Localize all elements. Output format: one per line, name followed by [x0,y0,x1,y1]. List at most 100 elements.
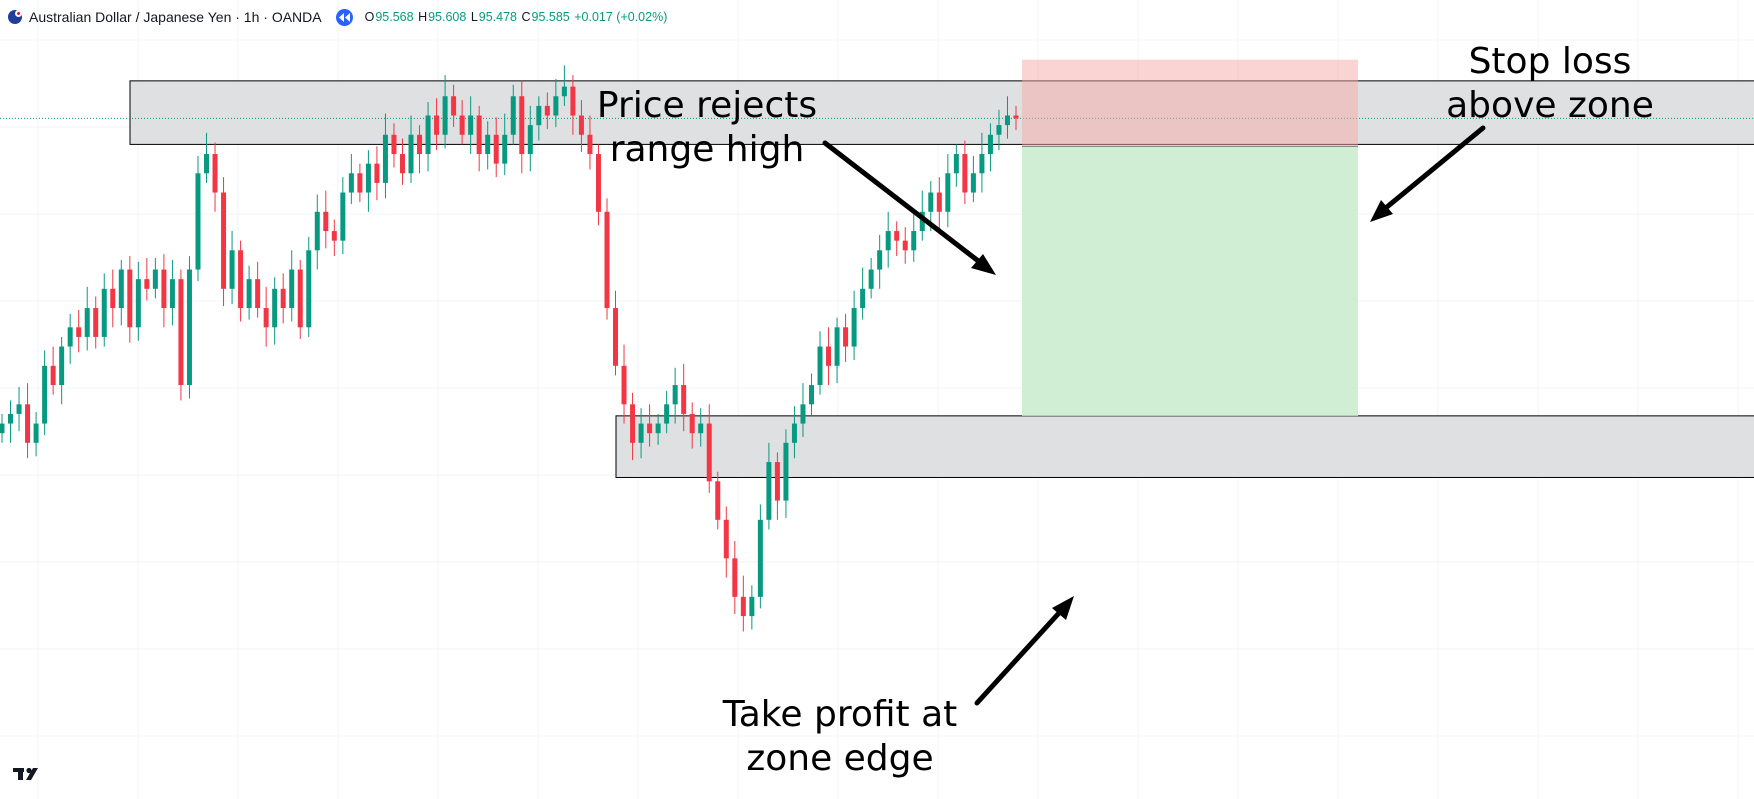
tradingview-logo-icon[interactable] [13,766,43,782]
candle-body [519,96,525,155]
candle-body [84,308,90,337]
annotation-labels: Price rejects range high Stop loss above… [597,41,1654,779]
candle-body [169,279,175,309]
candle-body [527,125,533,155]
change-value: +0.017 (+0.02%) [574,10,668,24]
close-value: 95.585 [531,10,570,24]
candle-body [186,269,192,386]
candle-body [314,211,320,251]
ohlc-values: O95.568 H95.608 L95.478 C95.585 +0.017 (… [365,10,669,24]
support-zone[interactable] [615,415,1754,478]
candle-body [655,423,661,434]
close-label: C [521,10,531,24]
candle-body [135,279,141,328]
candle-body [664,404,670,424]
candle-body [204,154,210,174]
candle-body [791,423,797,443]
candle-body [365,163,371,193]
candle-body [970,173,976,193]
arrowhead-stop-loss [1370,200,1393,222]
candle-body [67,327,73,347]
open-value: 95.568 [375,10,414,24]
candle-body [877,250,883,270]
arrowhead-take-profit [1052,596,1074,620]
candle-body [289,269,295,309]
candle-body [928,192,934,212]
arrow-stop-loss [1373,125,1486,219]
candle-body [417,134,423,155]
candle-body [757,519,763,597]
take-profit-zone[interactable] [1022,146,1358,416]
candle-body [553,96,559,116]
candlestick-series [0,65,1019,632]
label-stop-loss-line2: above zone [1446,85,1654,126]
candle-body [766,462,772,520]
candle-body [621,365,627,405]
candle-body [272,288,278,328]
candle-body [50,365,56,386]
candle-body [783,442,789,501]
candle-body [911,231,917,251]
candle-body [0,423,5,434]
label-stop-loss-line1: Stop loss [1469,41,1632,82]
arrow-take-profit [974,599,1072,706]
low-value: 95.478 [478,10,517,24]
candle-body [868,269,874,289]
candle-body [561,86,567,97]
candle-body [323,211,329,232]
candle-body [647,423,653,434]
candle-body [93,308,99,337]
candle-body [851,308,857,347]
candle-body [826,346,832,366]
arrowhead-price-rejects [971,254,996,275]
candle-body [843,327,849,347]
candle-body [681,385,687,414]
candle-body [195,173,201,270]
label-take-profit-line1: Take profit at [722,694,958,735]
candle-body [774,462,780,501]
candle-body [953,154,959,174]
candle-body [493,134,499,164]
stop-loss-zone[interactable] [1022,59,1358,147]
candle-body [587,134,593,155]
candle-body [936,192,942,212]
candle-body [630,404,636,443]
candle-body [459,115,465,135]
candle-body [638,423,644,443]
candle-body [468,115,474,135]
candle-body [238,250,244,309]
candle-body [817,346,823,386]
candle-body [476,115,482,155]
candle-body [246,279,252,309]
candle-body [408,134,414,174]
candle-body [962,154,968,193]
candle-body [919,211,925,232]
high-value: 95.608 [428,10,467,24]
candle-body [144,279,150,289]
symbol-title[interactable]: Australian Dollar / Japanese Yen · 1h · … [29,9,322,25]
candle-body [297,269,303,328]
low-label: L [470,10,478,24]
candle-body [263,308,269,328]
replay-icon[interactable] [335,8,353,26]
candle-body [374,163,380,183]
candle-body [42,365,48,424]
candle-body [613,308,619,366]
candle-body [749,596,755,617]
candle-body [255,279,261,309]
candle-body [706,423,712,482]
resistance-zone[interactable] [129,80,1754,145]
candle-body [25,404,31,443]
candle-body [8,413,14,424]
candle-body [800,404,806,424]
candle-body [604,211,610,309]
candle-body [382,134,388,183]
label-take-profit-line2: zone edge [746,738,933,779]
candle-body [59,346,65,386]
candle-body [715,481,721,520]
candle-body [570,86,576,116]
high-label: H [418,10,428,24]
candle-body [442,96,448,135]
candle-body [732,558,738,597]
